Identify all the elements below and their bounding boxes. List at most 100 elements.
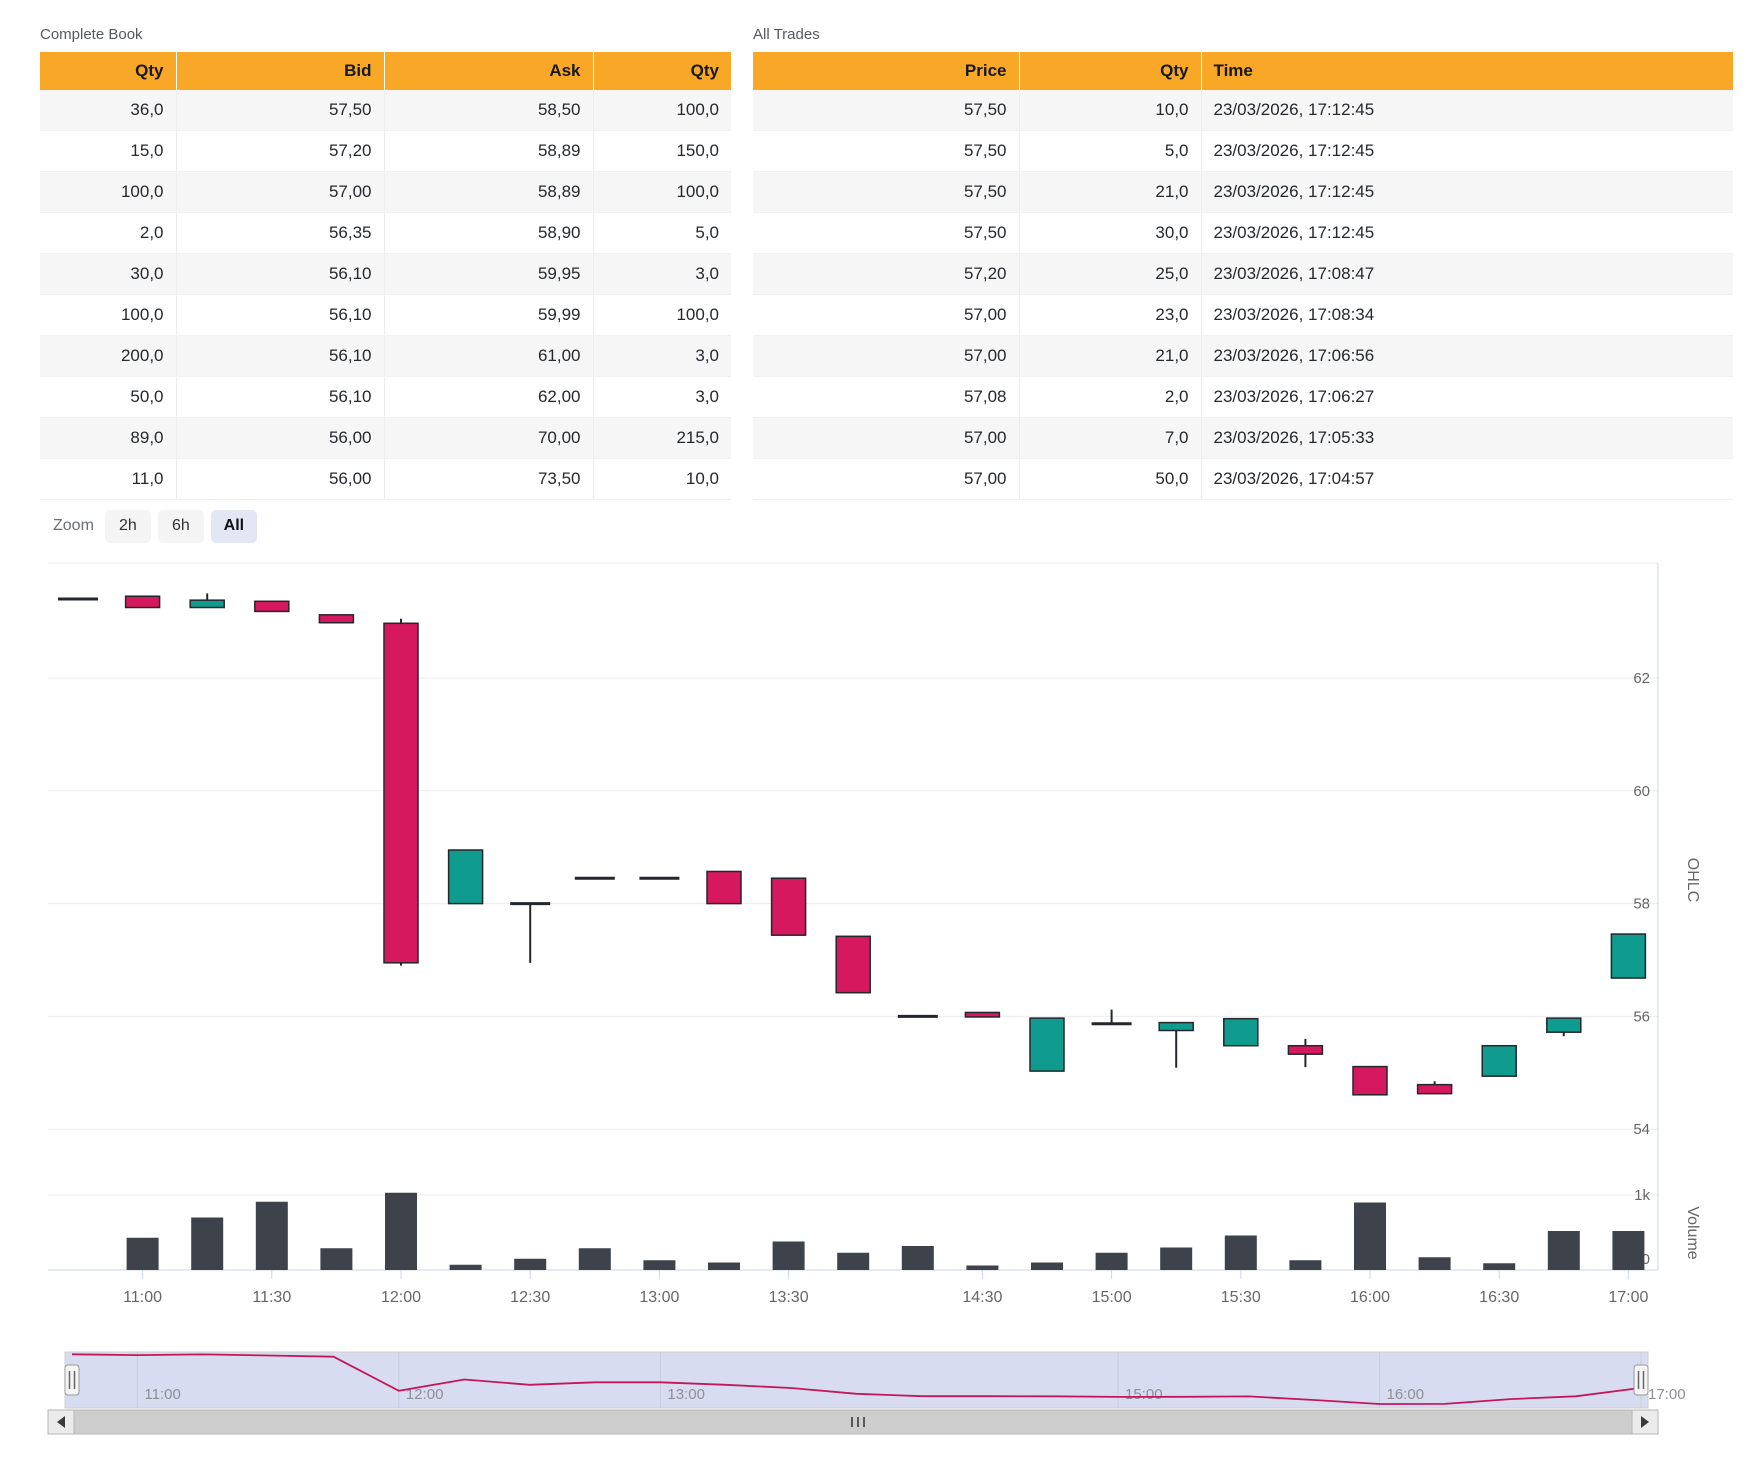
table-cell: 5,0 xyxy=(1018,130,1201,172)
table-cell: 2,0 xyxy=(40,212,176,254)
volume-bar[interactable] xyxy=(966,1265,999,1271)
table-cell: 61,00 xyxy=(383,335,593,377)
table-cell: 3,0 xyxy=(592,253,731,295)
volume-bar[interactable] xyxy=(1289,1260,1322,1270)
volume-bar[interactable] xyxy=(126,1237,159,1270)
volume-bar[interactable] xyxy=(708,1262,740,1271)
column-header-qty: Qty xyxy=(40,52,176,90)
candle[interactable] xyxy=(770,877,807,936)
volume-bar[interactable] xyxy=(772,1241,805,1271)
ohlc-pane-title: OHLC xyxy=(1684,858,1701,902)
volume-bar[interactable] xyxy=(191,1217,224,1271)
candle[interactable] xyxy=(964,1011,1001,1018)
volume-bar[interactable] xyxy=(1418,1257,1451,1270)
table-cell: 100,0 xyxy=(592,171,731,213)
candle[interactable] xyxy=(1610,933,1647,979)
volume-bar[interactable] xyxy=(385,1192,417,1270)
volume-bar[interactable] xyxy=(1160,1247,1193,1271)
complete-book-table: Qty Bid Ask Qty 36,0 57,50 58,50 100,0 15,0 57,2… xyxy=(40,52,731,500)
column-header-bid: Bid xyxy=(175,52,384,90)
volume-bar[interactable] xyxy=(514,1258,547,1270)
volume-bar[interactable] xyxy=(837,1252,870,1270)
candle[interactable] xyxy=(318,614,355,624)
volume-bar[interactable] xyxy=(1547,1231,1580,1270)
candle[interactable] xyxy=(835,935,871,994)
candle[interactable] xyxy=(1223,1017,1259,1047)
price-axis-label: 62 xyxy=(1633,670,1650,687)
zoom-range-button-2h[interactable]: 2h xyxy=(104,509,151,543)
candle[interactable] xyxy=(254,600,290,613)
candle[interactable] xyxy=(383,618,419,966)
table-row: 57,00 23,0 23/03/2026, 17:08:34 xyxy=(753,294,1733,336)
navigator-left-handle[interactable] xyxy=(64,1364,80,1396)
price-axis-label: 60 xyxy=(1633,783,1650,800)
table-cell: 3,0 xyxy=(592,335,731,377)
table-cell: 57,50 xyxy=(753,212,1019,254)
table-cell: 59,95 xyxy=(383,253,593,295)
candle[interactable] xyxy=(1481,1044,1517,1077)
table-cell: 57,20 xyxy=(175,130,384,172)
table-cell: 23/03/2026, 17:08:34 xyxy=(1200,294,1733,336)
volume-bar[interactable] xyxy=(255,1201,288,1270)
table-cell: 56,10 xyxy=(175,376,384,418)
candle[interactable] xyxy=(447,849,484,905)
volume-bar[interactable] xyxy=(1031,1262,1063,1271)
table-cell: 70,00 xyxy=(383,417,593,459)
table-cell: 23/03/2026, 17:08:47 xyxy=(1200,253,1733,295)
navigator-mask[interactable] xyxy=(64,1351,1649,1409)
table-cell: 23/03/2026, 17:04:57 xyxy=(1200,458,1733,500)
candle[interactable] xyxy=(1546,1017,1582,1037)
candle[interactable] xyxy=(706,870,742,905)
table-cell: 57,00 xyxy=(753,294,1019,336)
table-cell: 56,00 xyxy=(175,417,384,459)
table-cell: 62,00 xyxy=(383,376,593,418)
x-axis-label: 16:00 xyxy=(1350,1289,1390,1306)
candle[interactable] xyxy=(189,593,225,609)
table-cell: 58,89 xyxy=(383,171,593,213)
navigator-right-handle[interactable] xyxy=(1633,1364,1649,1396)
table-cell: 5,0 xyxy=(592,212,731,254)
volume-bar[interactable] xyxy=(1224,1235,1257,1271)
scrollbar-track[interactable] xyxy=(47,1409,1659,1435)
x-axis-label: 14:30 xyxy=(962,1289,1002,1306)
zoom-range-button-all[interactable]: All xyxy=(210,509,257,543)
complete-book-title: Complete Book xyxy=(40,26,143,43)
table-cell: 25,0 xyxy=(1018,253,1201,295)
x-axis-label: 11:30 xyxy=(252,1289,291,1306)
table-cell: 57,00 xyxy=(753,458,1019,500)
table-cell: 57,50 xyxy=(175,90,384,131)
volume-bar[interactable] xyxy=(1095,1252,1128,1270)
table-cell: 57,50 xyxy=(753,171,1019,213)
candle[interactable] xyxy=(1029,1017,1065,1072)
candle[interactable] xyxy=(1091,1009,1132,1026)
candle[interactable] xyxy=(1416,1081,1453,1095)
volume-bar[interactable] xyxy=(643,1260,676,1270)
x-axis-label: 12:00 xyxy=(381,1289,421,1306)
volume-bar[interactable] xyxy=(578,1248,611,1270)
candle[interactable] xyxy=(510,902,551,963)
volume-bar[interactable] xyxy=(320,1248,353,1270)
volume-bar[interactable] xyxy=(1354,1202,1386,1271)
volume-bar[interactable] xyxy=(449,1264,482,1270)
table-cell: 23/03/2026, 17:12:45 xyxy=(1200,130,1733,172)
candle[interactable] xyxy=(124,595,161,609)
navigator-label: 12:00 xyxy=(406,1386,444,1403)
scrollbar xyxy=(47,1409,1659,1435)
navigator-label: 15:00 xyxy=(1125,1386,1163,1403)
table-cell: 57,00 xyxy=(753,417,1019,459)
volume-bar[interactable] xyxy=(1483,1263,1516,1270)
volume-bar[interactable] xyxy=(1612,1231,1645,1270)
candle[interactable] xyxy=(1352,1065,1388,1096)
volume-bar[interactable] xyxy=(901,1246,934,1270)
all-trades-title: All Trades xyxy=(753,26,820,43)
table-cell: 58,90 xyxy=(383,212,593,254)
table-row: 2,0 56,35 58,90 5,0 xyxy=(40,212,731,254)
x-axis-label: 12:30 xyxy=(510,1289,550,1306)
table-cell: 100,0 xyxy=(592,90,731,131)
candle[interactable] xyxy=(1287,1038,1324,1068)
zoom-range-button-6h[interactable]: 6h xyxy=(157,509,204,543)
price-axis-label: 58 xyxy=(1633,896,1650,913)
candle[interactable] xyxy=(1158,1021,1194,1068)
zoom-controls: Zoom 2h 6h All xyxy=(53,509,257,543)
complete-book-header: Qty Bid Ask Qty xyxy=(40,52,731,90)
